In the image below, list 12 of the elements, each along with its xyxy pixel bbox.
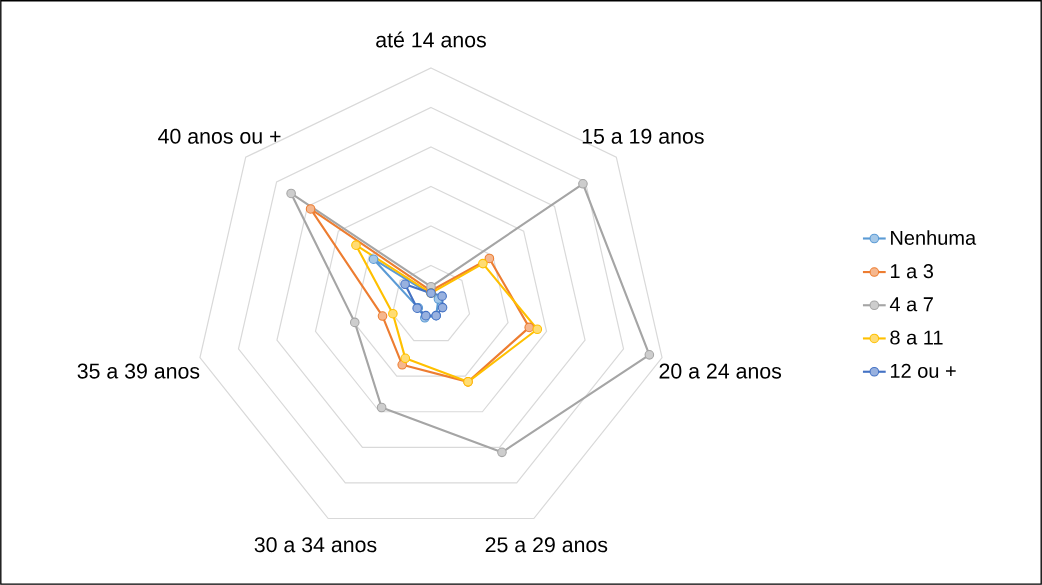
spoke-label: 15 a 19 anos [582, 128, 704, 144]
spoke-label: até 14 anos [376, 31, 486, 48]
spoke-label: 40 anos ou + [158, 128, 281, 144]
spoke-label: 35 a 39 anos [77, 363, 200, 379]
legend-label: 12 ou + [890, 363, 956, 378]
spoke-label: 25 a 29 anos [485, 537, 608, 553]
legend-label: 8 a 11 [890, 330, 943, 345]
legend-label: 1 a 3 [890, 264, 934, 279]
legend-label: 4 a 7 [889, 297, 933, 312]
legend-label: Nenhuma [891, 230, 977, 245]
spoke-label: 30 a 34 anos [254, 537, 377, 553]
spoke-label: 20 a 24 anos [659, 363, 782, 379]
